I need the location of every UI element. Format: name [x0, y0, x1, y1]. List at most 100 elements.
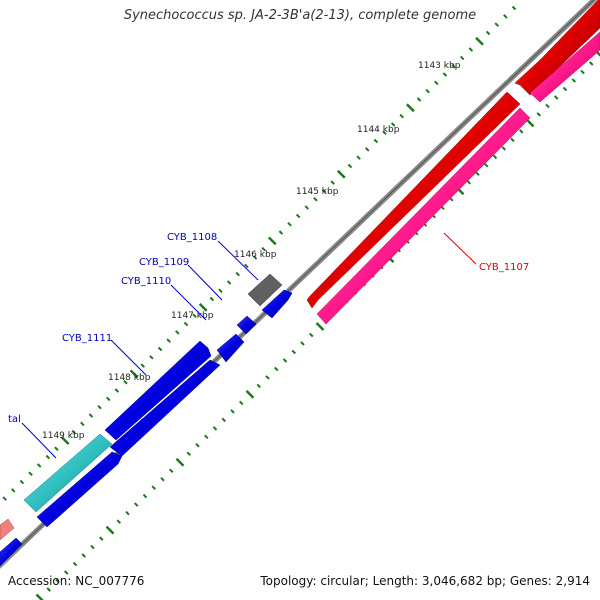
gene-cyb-1111-feature-2[interactable]	[109, 359, 221, 457]
gene-label-cyb-1109[interactable]: CYB_1109	[139, 257, 189, 268]
tick-mark	[553, 95, 559, 100]
tick-mark	[501, 146, 507, 151]
tick-mark	[88, 413, 94, 418]
gene-tal-feature[interactable]	[23, 433, 113, 513]
tick-mark	[459, 55, 465, 61]
tick-mark	[245, 390, 255, 399]
tick-mark	[54, 446, 59, 452]
tick-label-1144: 1144 kbp	[357, 125, 400, 135]
tick-mark	[230, 409, 235, 414]
tick-mark	[244, 263, 249, 269]
tick-label-1146: 1146 kbp	[234, 250, 277, 260]
tick-mark	[97, 404, 102, 410]
tick-mark	[114, 388, 120, 393]
tick-mark	[315, 322, 325, 331]
gene-cyb-1110-feature[interactable]	[236, 315, 257, 335]
tick-mark	[492, 154, 498, 160]
tick-label-1145: 1145 kbp	[296, 187, 339, 197]
tick-mark	[300, 341, 305, 346]
tick-mark	[347, 163, 353, 169]
tick-mark	[468, 47, 474, 52]
tick-mark	[221, 417, 227, 423]
tick-mark	[198, 303, 208, 312]
tick-mark	[291, 349, 297, 355]
gene-labels: CYB_1107 CYB_1108 CYB_1109 CYB_1110 CYB_…	[8, 232, 529, 459]
tick-mark	[536, 112, 541, 117]
tick-mark	[295, 213, 301, 219]
tick-mark	[494, 22, 500, 27]
tick-mark	[451, 63, 456, 69]
tick-mark	[36, 463, 42, 468]
gene-label-cyb-1110[interactable]: CYB_1110	[121, 276, 171, 287]
tick-mark	[382, 130, 387, 135]
gene-label-cyb-1107[interactable]: CYB_1107	[479, 262, 529, 273]
tick-mark	[304, 205, 310, 210]
tick-mark	[282, 358, 288, 363]
tick-mark	[60, 436, 70, 445]
tick-mark	[308, 332, 314, 338]
gene-tal-reverse[interactable]	[36, 451, 123, 528]
gene-cyb-1107-reverse-2[interactable]	[316, 107, 531, 325]
gene-cyb-1107-reverse[interactable]	[529, 31, 600, 103]
tick-mark	[252, 255, 258, 260]
tick-mark	[72, 561, 78, 567]
tick-mark	[226, 280, 232, 285]
tick-label-1143: 1143 kbp	[418, 61, 461, 71]
tick-mark	[195, 443, 200, 448]
tick-mark	[204, 434, 209, 440]
gene-cyb-1111-feature[interactable]	[104, 340, 212, 441]
tick-mark	[168, 468, 174, 474]
gene-cyb-1107-feature-2[interactable]	[306, 91, 521, 309]
tick-mark	[19, 479, 25, 485]
gene-cyb-1107-feature[interactable]	[514, 0, 600, 96]
tick-mark	[46, 587, 52, 592]
tick-mark	[261, 246, 266, 252]
tick-mark	[90, 544, 95, 550]
map-title: Synechococcus sp. JA-2-3B'a(2-13), compl…	[123, 8, 477, 23]
tick-label-1149: 1149 kbp	[42, 431, 85, 441]
tick-mark	[35, 593, 44, 600]
tick-mark	[125, 510, 130, 516]
gene-cyb-1108-feature[interactable]	[247, 273, 283, 307]
tick-mark	[10, 488, 16, 493]
tick-mark	[267, 236, 277, 246]
tick-mark	[235, 271, 241, 277]
tick-row-inner	[35, 50, 600, 600]
tick-mark	[105, 396, 111, 402]
tick-mark	[321, 188, 327, 194]
tick-mark	[55, 578, 60, 584]
tick-label-1148: 1148 kbp	[108, 373, 151, 383]
tick-mark	[442, 72, 448, 77]
callout-cyb-1110	[170, 284, 207, 321]
tick-mark	[503, 14, 508, 19]
gene-label-cyb-1108[interactable]: CYB_1108	[167, 232, 217, 243]
tick-mark	[330, 180, 335, 185]
tick-mark	[356, 155, 361, 160]
gene-cyb-1109-feature[interactable]	[261, 289, 293, 319]
tick-mark	[313, 196, 318, 202]
tick-mark	[192, 313, 197, 319]
tick-mark	[238, 400, 244, 406]
tick-mark	[80, 421, 85, 427]
tick-mark	[71, 429, 76, 435]
tick-mark	[588, 61, 594, 66]
gene-cyb-1110-feature-2[interactable]	[216, 333, 245, 363]
gene-edge-blue[interactable]	[0, 537, 23, 567]
tick-mark	[510, 137, 515, 143]
tick-mark	[45, 454, 51, 460]
tick-label-1147: 1147 kbp	[171, 311, 214, 321]
tick-mark	[99, 536, 104, 541]
topology-summary: Topology: circular; Length: 3,046,682 bp…	[260, 574, 590, 588]
tick-mark	[2, 496, 7, 501]
tick-mark	[265, 375, 270, 380]
callout-cyb-1107	[443, 232, 477, 265]
tick-mark	[399, 113, 405, 119]
gene-label-cyb-1111[interactable]: CYB_1111	[62, 333, 112, 344]
gene-edge-salmon[interactable]	[0, 518, 15, 541]
tick-mark	[218, 288, 223, 294]
tick-mark	[273, 366, 279, 372]
callout-tal	[21, 422, 57, 459]
callout-cyb-1109	[187, 264, 223, 301]
gene-label-tal[interactable]: tal	[8, 414, 21, 425]
tick-mark	[133, 502, 139, 507]
